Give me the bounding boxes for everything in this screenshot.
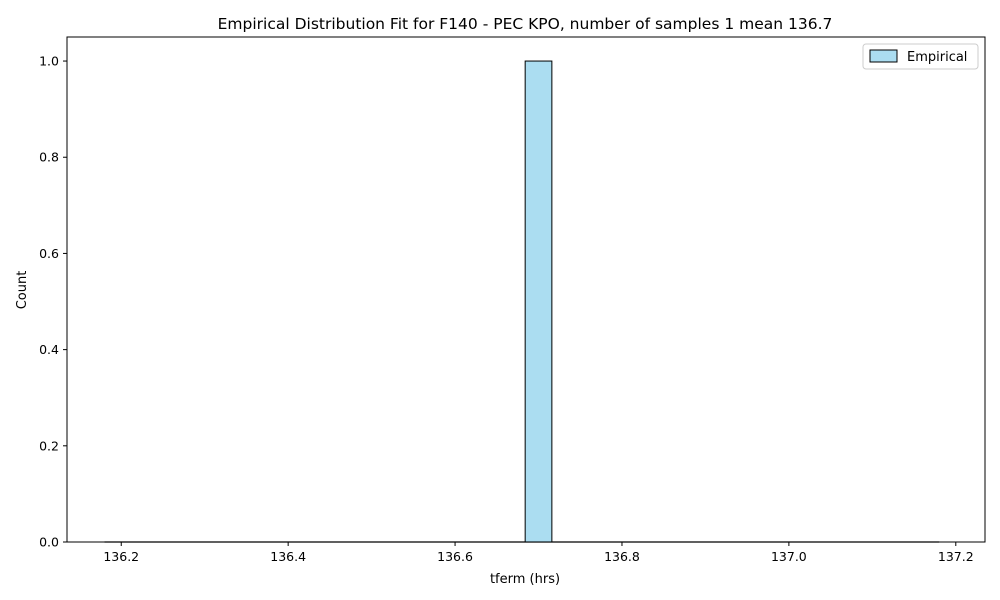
x-axis-label: tferm (hrs) [490, 572, 560, 587]
x-tick-label: 137.0 [771, 549, 807, 564]
y-tick-label: 0.4 [39, 342, 59, 357]
legend-swatch-empirical [869, 49, 898, 63]
axes-layer [66, 36, 986, 543]
x-tick-label: 137.2 [938, 549, 974, 564]
x-tick-label: 136.2 [103, 549, 139, 564]
ticks-layer: 136.2 136.4 136.6 136.8 137.0 137.2 0.0 0.2 0.4 0… [39, 54, 974, 564]
legend-label-empirical: Empirical [907, 50, 967, 65]
legend: Empirical [862, 43, 979, 70]
y-axis-label: Count [15, 271, 30, 310]
x-tick-label: 136.6 [437, 549, 473, 564]
x-tick-label: 136.4 [270, 549, 306, 564]
plot-frame [66, 36, 986, 543]
y-tick-label: 0.8 [39, 150, 59, 165]
x-tick-label: 136.8 [604, 549, 640, 564]
y-tick-label: 0.6 [39, 246, 59, 261]
bars-layer [104, 60, 940, 543]
histogram-bar-0 [524, 60, 553, 543]
chart-title: Empirical Distribution Fit for F140 - PE… [218, 15, 833, 33]
y-tick-label: 1.0 [39, 54, 59, 69]
y-tick-label: 0.0 [39, 535, 59, 550]
y-tick-label: 0.2 [39, 438, 59, 453]
